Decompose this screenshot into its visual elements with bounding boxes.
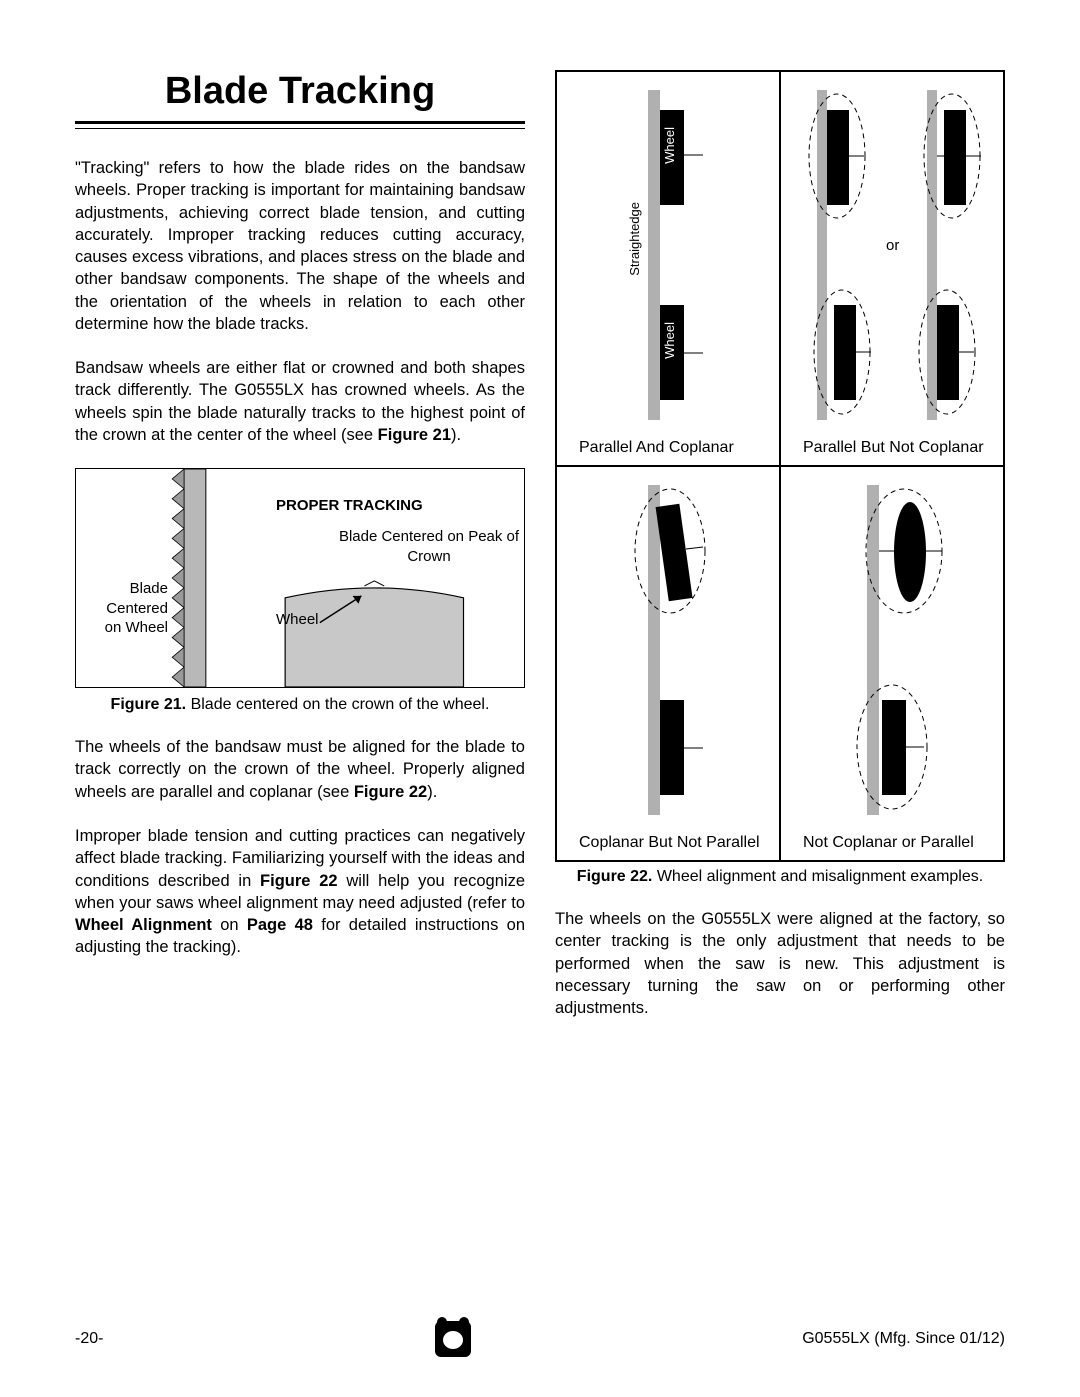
a-wheel-label-1: Wheel	[662, 127, 677, 164]
para-3: The wheels of the bandsaw must be aligne…	[75, 736, 525, 803]
d-edge	[867, 485, 879, 815]
cell-d-svg	[781, 475, 1003, 825]
cell-c-svg	[557, 475, 779, 825]
p2-c: ).	[451, 426, 461, 444]
para-1: "Tracking" refers to how the blade rides…	[75, 157, 525, 335]
fig22-cap-t: Wheel alignment and misalignment example…	[652, 868, 983, 885]
p3-a: The wheels of the bandsaw must be aligne…	[75, 738, 525, 801]
d-w1	[894, 502, 926, 602]
p4-f: Page 48	[247, 916, 313, 934]
a-straightedge-label: Straightedge	[627, 202, 642, 276]
fig21-cap-t: Blade centered on the crown of the wheel…	[186, 696, 489, 713]
bear-logo-icon	[435, 1321, 471, 1357]
fig21-ll-b: Centered	[106, 600, 168, 617]
p4-d: Wheel Alignment	[75, 916, 212, 934]
fig21-caption: Figure 21. Blade centered on the crown o…	[75, 696, 525, 714]
b1-w1	[827, 110, 849, 205]
right-column: Straightedge Wheel Wheel Parallel And Co…	[555, 70, 1005, 1041]
c-edge	[648, 485, 660, 815]
fig22-cell-d: Not Coplanar or Parallel	[780, 466, 1004, 861]
p3-c: ).	[427, 783, 437, 801]
p2-fig: Figure 21	[378, 426, 451, 444]
figure-21: PROPER TRACKING Blade Centered on Peak o…	[75, 468, 525, 688]
cell-b-svg	[781, 80, 1003, 430]
fig22-cell-c: Coplanar But Not Parallel	[556, 466, 780, 861]
fig21-cap-b: Figure 21.	[111, 696, 187, 713]
b2-edge	[927, 90, 937, 420]
a-wheel-label-2: Wheel	[662, 322, 677, 359]
fig22-cell-a: Straightedge Wheel Wheel Parallel And Co…	[556, 71, 780, 466]
figure-22: Straightedge Wheel Wheel Parallel And Co…	[555, 70, 1005, 862]
b1-w2	[834, 305, 856, 400]
c-ax1	[686, 547, 703, 549]
para-2: Bandsaw wheels are either flat or crowne…	[75, 357, 525, 446]
b2-w1	[944, 110, 966, 205]
page-title: Blade Tracking	[75, 70, 525, 113]
p4-b: Figure 22	[260, 872, 338, 890]
fig22-cap-b: Figure 22.	[577, 868, 653, 885]
title-rule	[75, 121, 525, 129]
p3-b: Figure 22	[354, 783, 427, 801]
b1-edge	[817, 90, 827, 420]
crown-peak	[364, 581, 384, 586]
c-w2	[660, 700, 684, 795]
fig21-left-label: Blade Centered on Wheel	[88, 579, 168, 638]
fig22-cell-b: or Parallel But Not Coplanar	[780, 71, 1004, 466]
blade-rect	[184, 469, 206, 687]
fig22-caption: Figure 22. Wheel alignment and misalignm…	[555, 868, 1005, 886]
para-5: The wheels on the G0555LX were aligned a…	[555, 908, 1005, 1019]
d-w2	[882, 700, 906, 795]
p4-e: on	[212, 916, 247, 934]
blade-teeth	[172, 469, 184, 687]
cell-a-label: Parallel And Coplanar	[557, 435, 779, 465]
fig21-title: PROPER TRACKING	[276, 497, 423, 514]
fig21-ll-a: Blade	[130, 580, 168, 597]
footer-page-num: -20-	[75, 1330, 103, 1348]
left-column: Blade Tracking "Tracking" refers to how …	[75, 70, 525, 1041]
b-or-label: or	[886, 237, 899, 254]
b2-w2	[937, 305, 959, 400]
fig21-ll-c: on Wheel	[105, 619, 168, 636]
fig21-cap-label-txt: Blade Centered on Peak of Crown	[339, 528, 519, 565]
para-4: Improper blade tension and cutting pract…	[75, 825, 525, 959]
cell-d-label: Not Coplanar or Parallel	[781, 830, 1003, 860]
footer-model: G0555LX (Mfg. Since 01/12)	[802, 1330, 1005, 1348]
a-edge	[648, 90, 660, 420]
fig21-wheel-label: Wheel	[276, 611, 319, 628]
cell-c-label: Coplanar But Not Parallel	[557, 830, 779, 860]
c-w1-g	[656, 504, 693, 601]
fig21-cap-label: Blade Centered on Peak of Crown	[334, 527, 524, 566]
cell-b-label: Parallel But Not Coplanar	[781, 435, 1003, 465]
wheel-shape	[285, 588, 463, 687]
page-footer: -20- G0555LX (Mfg. Since 01/12)	[75, 1321, 1005, 1357]
